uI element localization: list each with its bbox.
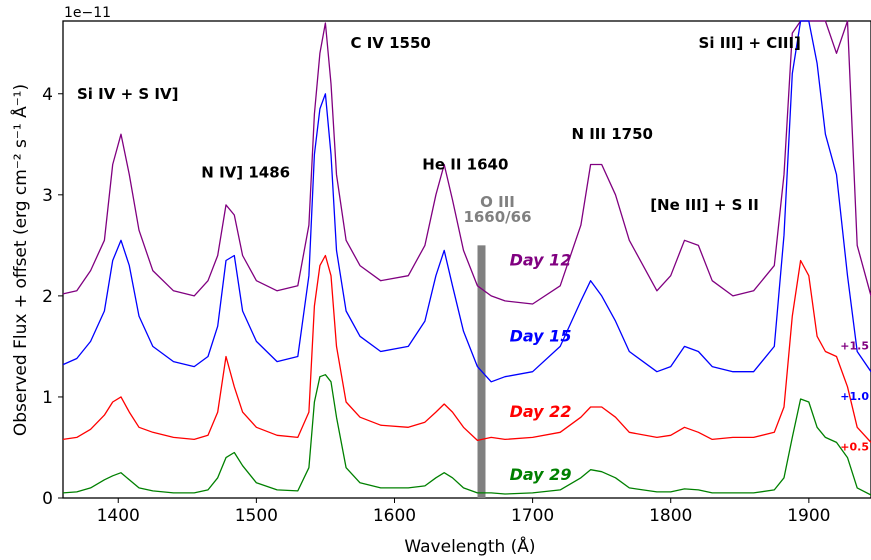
offset-label: +1.0 xyxy=(840,390,869,403)
series-line-2 xyxy=(62,20,871,383)
line-annotation: Si III] + CIII] xyxy=(699,34,801,52)
series-line-3 xyxy=(62,254,871,443)
y-axis: 0 1 2 3 4 xyxy=(42,85,63,509)
line-annotation: Si IV + S IV] xyxy=(77,85,178,103)
y-scale-note: 1e−11 xyxy=(64,5,111,21)
series-line-4 xyxy=(62,374,871,496)
x-tick-label: 1700 xyxy=(511,506,554,526)
oiii-label: O III xyxy=(480,193,515,211)
oiii-wavelength-label: 1660/66 xyxy=(463,208,531,226)
line-annotation: N III 1750 xyxy=(571,125,653,143)
x-axis-label: Wavelength (Å) xyxy=(404,535,535,557)
y-axis-label: Observed Flux + offset (erg cm⁻² s⁻¹ Å⁻¹… xyxy=(9,84,31,436)
plot-area xyxy=(62,20,871,498)
x-tick-label: 1900 xyxy=(787,506,830,526)
line-annotation: N IV] 1486 xyxy=(201,164,290,182)
plot-frame xyxy=(62,20,871,499)
series-labels: Day 12 +1.5 Day 15 +1.0 Day 22 +0.5 Day 29 xyxy=(510,251,870,484)
line-annotation: [Ne III] + S II xyxy=(650,196,759,214)
line-annotations: Si IV + S IV] N IV] 1486 C IV 1550 He II 16… xyxy=(77,34,801,226)
day-label: Day 12 xyxy=(510,251,572,270)
day-label: Day 22 xyxy=(510,402,572,421)
x-axis: 1400 1500 1600 1700 1800 1900 xyxy=(97,498,830,526)
x-tick-label: 1400 xyxy=(97,506,140,526)
offset-label: +0.5 xyxy=(840,441,869,454)
line-annotation: C IV 1550 xyxy=(350,34,430,52)
line-annotation: He II 1640 xyxy=(422,156,508,174)
y-tick-label: 1 xyxy=(42,388,53,408)
x-tick-label: 1600 xyxy=(373,506,416,526)
y-tick-label: 2 xyxy=(42,287,53,307)
offset-label: +1.5 xyxy=(840,339,869,352)
series-line-1 xyxy=(62,20,871,305)
x-tick-label: 1800 xyxy=(649,506,692,526)
x-tick-label: 1500 xyxy=(235,506,278,526)
day-label: Day 15 xyxy=(510,326,572,345)
y-tick-label: 3 xyxy=(42,186,53,206)
y-tick-label: 4 xyxy=(42,85,53,105)
day-label: Day 29 xyxy=(510,465,572,484)
y-tick-label: 0 xyxy=(42,489,53,509)
